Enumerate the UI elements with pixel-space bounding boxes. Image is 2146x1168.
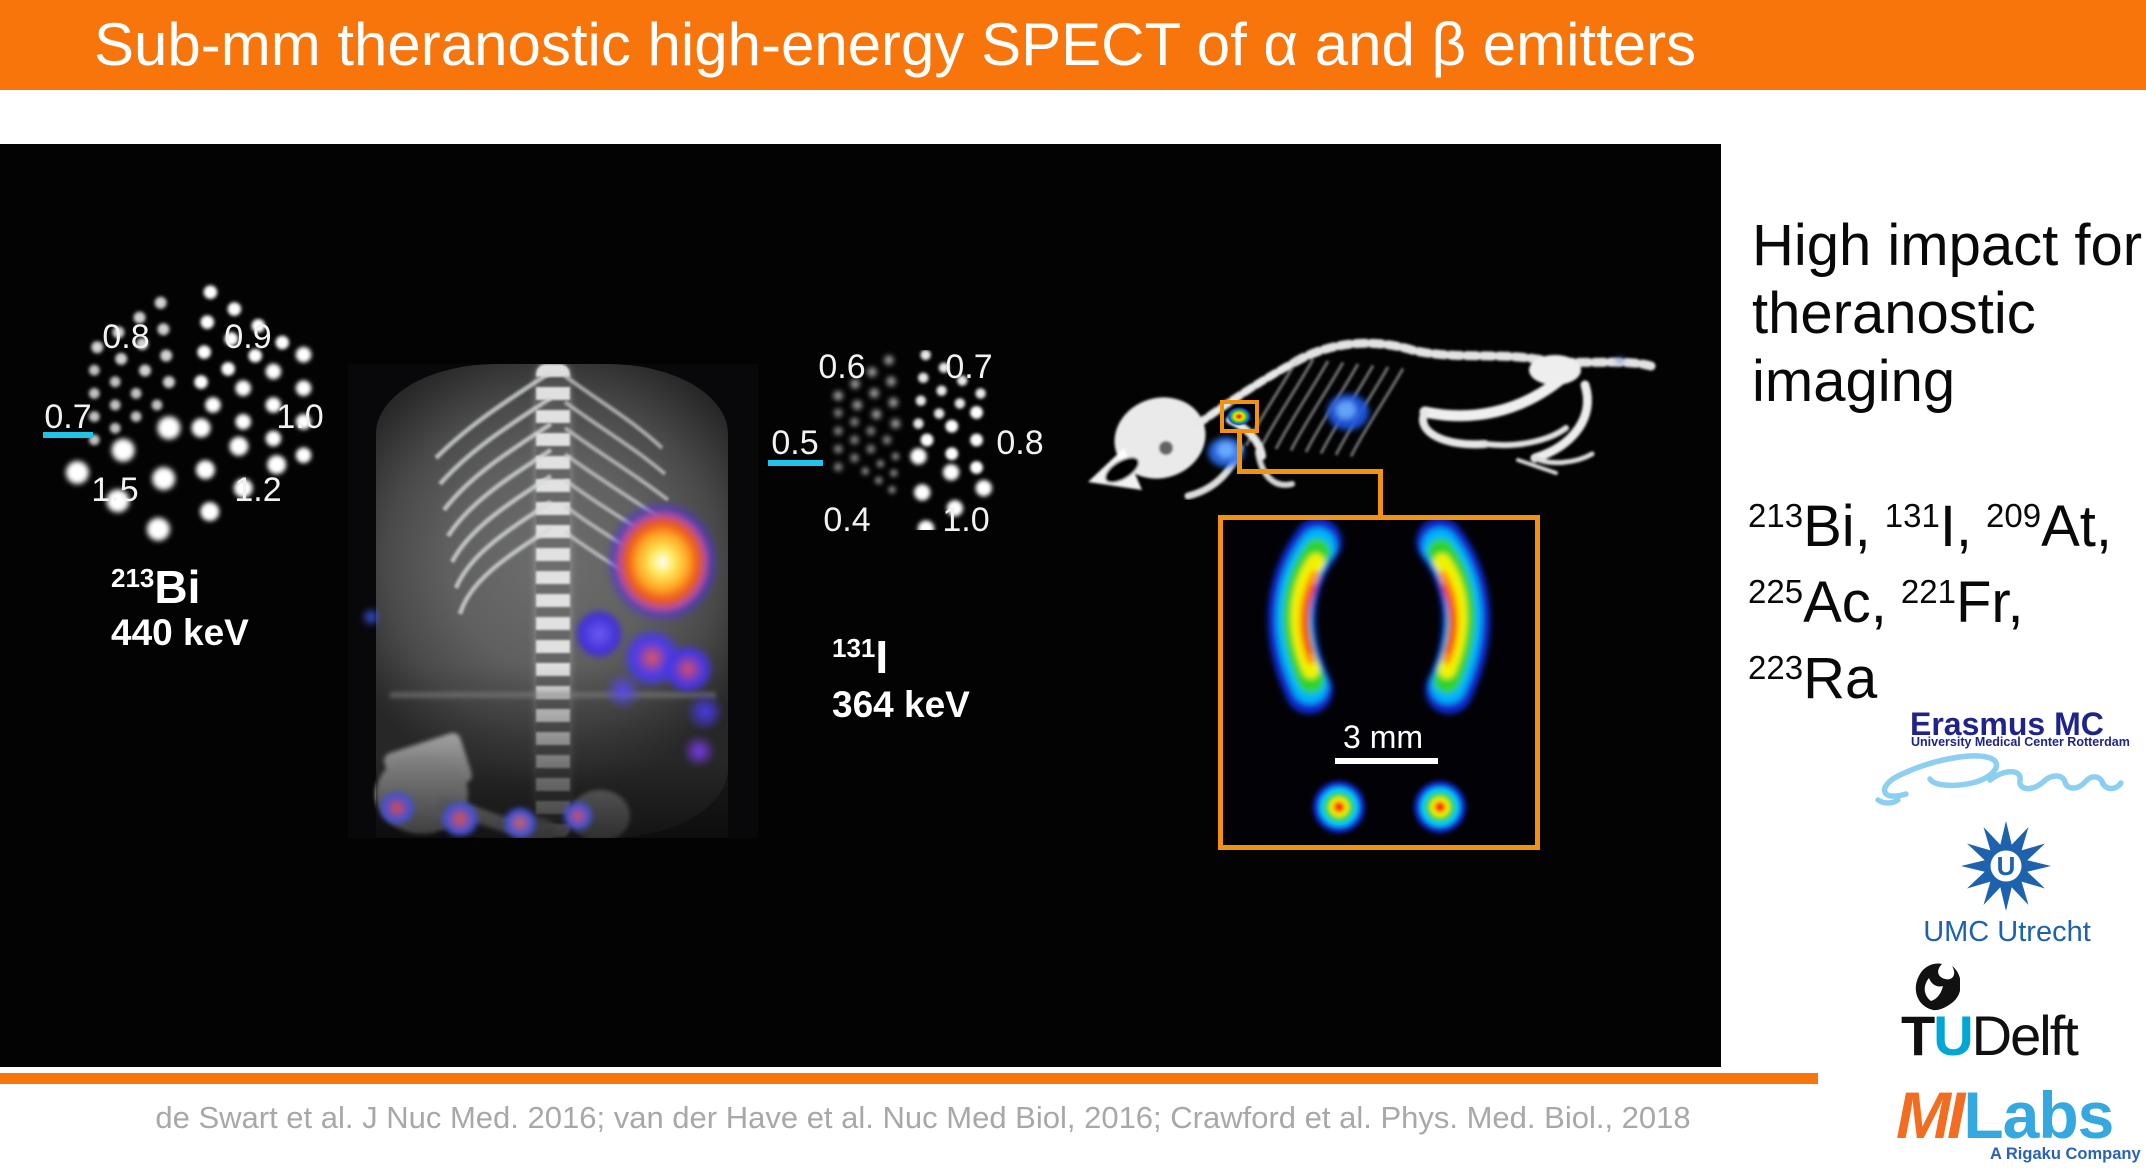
isotope-line: 213Bi, 131I, 209At, bbox=[1748, 483, 2126, 559]
zoom-connector-line bbox=[1378, 469, 1383, 515]
uptake-blob bbox=[362, 608, 380, 626]
uptake-blob bbox=[380, 792, 414, 824]
umc-star-center bbox=[1990, 850, 2022, 882]
isotope-list: 213Bi, 131I, 209At, 225Ac, 221Fr, 223Ra bbox=[1748, 483, 2126, 711]
phantom-bi-label-top-left: 0.8 bbox=[102, 318, 150, 356]
milabs-mi: MI bbox=[1896, 1078, 1965, 1152]
headline-line: High impact for bbox=[1752, 213, 2143, 278]
uptake-blob bbox=[684, 736, 714, 766]
phantom-bi-energy: 440 keV bbox=[111, 612, 249, 653]
uptake-blob bbox=[504, 808, 536, 838]
phantom-i-label-right: 0.8 bbox=[996, 424, 1044, 462]
umc-monogram: U bbox=[1997, 851, 2016, 881]
phantom-i-label-left: 0.5 bbox=[771, 424, 819, 462]
slide-title: Sub-mm theranostic high-energy SPECT of … bbox=[94, 11, 1697, 78]
umc-utrecht-logo-icon: U bbox=[1961, 821, 2051, 911]
isotope-line: 225Ac, 221Fr, bbox=[1748, 559, 2126, 635]
tud-t: T bbox=[1901, 1004, 1935, 1067]
isotope-mass: 223 bbox=[1748, 649, 1804, 686]
isotope-symbol: Ra bbox=[1803, 646, 1878, 711]
ct-abdomen-shading bbox=[376, 664, 728, 838]
thyroid-hotspot bbox=[1226, 406, 1253, 427]
isotope-symbol: Bi, bbox=[1803, 494, 1871, 559]
bi-symbol: Bi bbox=[154, 561, 201, 613]
phantom-bi-caption: 213Bi bbox=[111, 560, 200, 614]
phantom-i-label-bottom-right: 1.0 bbox=[942, 501, 990, 539]
isotope-mass: 221 bbox=[1900, 573, 1956, 610]
isotope-symbol: I, bbox=[1939, 494, 1973, 559]
thyroid-inset-panel: 3 mm bbox=[1218, 515, 1540, 850]
main-figure-panel: 0.8 0.9 0.7 1.0 1.5 1.2 213Bi 440 keV bbox=[0, 144, 1721, 1067]
scale-bar bbox=[1335, 758, 1438, 764]
slide-title-bar: Sub-mm theranostic high-energy SPECT of … bbox=[0, 0, 2146, 90]
phantom-bi-label-bottom-right: 1.2 bbox=[234, 471, 282, 509]
phantom-bi-label-right: 1.0 bbox=[276, 398, 324, 436]
erasmus-signature-icon bbox=[1875, 753, 2124, 806]
derenzo-phantom-bi213 bbox=[65, 285, 312, 541]
isotope-symbol: Ac, bbox=[1803, 570, 1887, 635]
isotope-symbol: At, bbox=[2041, 494, 2113, 559]
phantom-i-energy: 364 keV bbox=[832, 684, 970, 725]
uptake-blob bbox=[442, 802, 478, 836]
mouse-skeleton-image bbox=[1088, 338, 1656, 500]
uptake-blob bbox=[606, 674, 640, 708]
tu-delft-flame-icon bbox=[1915, 963, 1960, 1011]
milabs-labs: Labs bbox=[1963, 1078, 2114, 1152]
isotope-mass: 209 bbox=[1986, 497, 2042, 534]
milabs-logo: MILabs bbox=[1896, 1077, 2114, 1153]
tumor-uptake-hotspot bbox=[600, 502, 720, 632]
thyroid-zoom-box bbox=[1220, 400, 1259, 433]
i-mass-number: 131 bbox=[832, 633, 876, 663]
phantom-bi-label-top-right: 0.9 bbox=[224, 318, 272, 356]
umc-utrecht-label: UMC Utrecht bbox=[1923, 916, 2091, 948]
thyroid-inset-figure: 3 mm bbox=[1267, 520, 1491, 833]
erasmus-mc-logo: Erasmus MC bbox=[1910, 706, 2104, 742]
zoom-connector-line bbox=[1237, 469, 1383, 474]
orange-divider bbox=[0, 1073, 1818, 1084]
bi-mass-number: 213 bbox=[111, 563, 155, 593]
flame-inner bbox=[1924, 978, 1943, 1001]
resolution-underline-bi bbox=[43, 432, 93, 438]
phantom-i-caption: 131I bbox=[832, 630, 888, 684]
headline: High impact for theranostic imaging bbox=[1752, 212, 2142, 416]
phantom-i-label-bottom-left: 0.4 bbox=[823, 501, 871, 539]
isotope-line: 223Ra bbox=[1748, 635, 2126, 711]
isotope-mass: 131 bbox=[1884, 497, 1940, 534]
scale-label: 3 mm bbox=[1343, 719, 1423, 755]
isotope-mass: 213 bbox=[1748, 497, 1804, 534]
derenzo-phantom-i131 bbox=[833, 350, 992, 530]
phantom-i-label-top-left: 0.6 bbox=[818, 348, 866, 386]
uptake-blob bbox=[564, 802, 592, 830]
uptake-blob bbox=[576, 610, 622, 658]
phantom-i-label-top-right: 0.7 bbox=[945, 348, 993, 386]
milabs-tagline: A Rigaku Company bbox=[1990, 1145, 2141, 1163]
phantom-bi-label-left: 0.7 bbox=[44, 398, 92, 436]
phantom-bi-label-bottom-left: 1.5 bbox=[91, 471, 139, 509]
i-symbol: I bbox=[875, 631, 889, 683]
resolution-underline-i bbox=[768, 460, 823, 466]
tud-u: U bbox=[1933, 1004, 1973, 1067]
tud-delft: Delft bbox=[1971, 1004, 2079, 1067]
uptake-blob bbox=[664, 646, 712, 692]
tu-delft-logo: TUDelft bbox=[1901, 1003, 2079, 1068]
headline-line: theranostic bbox=[1752, 281, 2036, 346]
spect-ct-fusion-image bbox=[348, 364, 758, 838]
uptake-blob bbox=[688, 694, 722, 730]
citation-text: de Swart et al. J Nuc Med. 2016; van der… bbox=[155, 1100, 1691, 1135]
isotope-mass: 225 bbox=[1748, 573, 1804, 610]
headline-line: imaging bbox=[1752, 349, 1956, 414]
zoom-connector-line bbox=[1237, 433, 1242, 472]
isotope-symbol: Fr, bbox=[1955, 570, 2024, 635]
erasmus-mc-subtitle: University Medical Center Rotterdam bbox=[1911, 735, 2130, 749]
